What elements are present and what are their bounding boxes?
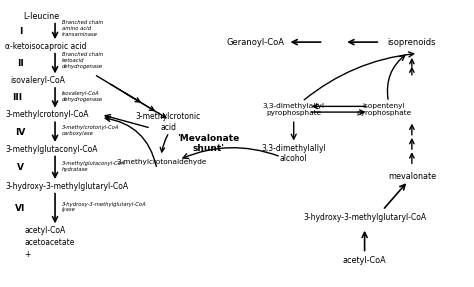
Text: isovaleryl-CoA: isovaleryl-CoA bbox=[10, 76, 65, 85]
Text: isopentenyl
pyrophosphate: isopentenyl pyrophosphate bbox=[356, 103, 411, 116]
Text: isoprenoids: isoprenoids bbox=[388, 38, 436, 46]
Text: III: III bbox=[12, 93, 22, 102]
Text: acetoacetate: acetoacetate bbox=[24, 238, 75, 247]
Text: 3-methylcrotonaldehyde: 3-methylcrotonaldehyde bbox=[116, 159, 207, 165]
Text: 3-methylglutaconyl-CoA
hydratase: 3-methylglutaconyl-CoA hydratase bbox=[62, 161, 126, 172]
Text: Isovaleryl-CoA
dehydrogenase: Isovaleryl-CoA dehydrogenase bbox=[62, 91, 103, 102]
Text: acetyl-CoA: acetyl-CoA bbox=[343, 256, 386, 265]
Text: +: + bbox=[24, 250, 31, 259]
Text: VI: VI bbox=[15, 204, 26, 213]
Text: V: V bbox=[17, 163, 24, 172]
Text: 3-methylglutaconyl-CoA: 3-methylglutaconyl-CoA bbox=[5, 145, 98, 154]
Text: IV: IV bbox=[15, 128, 26, 137]
Text: 3-methylcrotonic
acid: 3-methylcrotonic acid bbox=[136, 113, 201, 132]
Text: 3,3-dimethylallyl
alcohol: 3,3-dimethylallyl alcohol bbox=[261, 144, 326, 163]
Text: 3-hydroxy-3-methylglutaryl-CoA: 3-hydroxy-3-methylglutaryl-CoA bbox=[303, 213, 426, 222]
Text: α-ketoisocaproic acid: α-ketoisocaproic acid bbox=[5, 42, 87, 51]
Text: Branched chain
amino acid
transaminase: Branched chain amino acid transaminase bbox=[62, 20, 103, 37]
Text: 3-methylcrotonyl-CoA
carboxylase: 3-methylcrotonyl-CoA carboxylase bbox=[62, 125, 119, 136]
Text: II: II bbox=[17, 59, 24, 68]
Text: acetyl-CoA: acetyl-CoA bbox=[24, 226, 65, 235]
Text: 3,3-dimethylallyl
pyrophosphate: 3,3-dimethylallyl pyrophosphate bbox=[263, 103, 325, 116]
Text: 3-hydroxy-3-methylglutaryl-CoA: 3-hydroxy-3-methylglutaryl-CoA bbox=[5, 182, 128, 191]
Text: 3-methylcrotonyl-CoA: 3-methylcrotonyl-CoA bbox=[5, 110, 89, 119]
Text: Geranoyl-CoA: Geranoyl-CoA bbox=[227, 38, 285, 46]
Text: 3-hydroxy-3-methylglutaryl-CoA
lyase: 3-hydroxy-3-methylglutaryl-CoA lyase bbox=[62, 202, 147, 212]
Text: L-leucine: L-leucine bbox=[23, 12, 59, 21]
Text: mevalonate: mevalonate bbox=[388, 172, 436, 181]
Text: Branched chain
ketoacid
dehydrogenase: Branched chain ketoacid dehydrogenase bbox=[62, 52, 103, 69]
Text: 'Mevalonate
shunt': 'Mevalonate shunt' bbox=[178, 134, 240, 153]
Text: I: I bbox=[19, 27, 22, 36]
